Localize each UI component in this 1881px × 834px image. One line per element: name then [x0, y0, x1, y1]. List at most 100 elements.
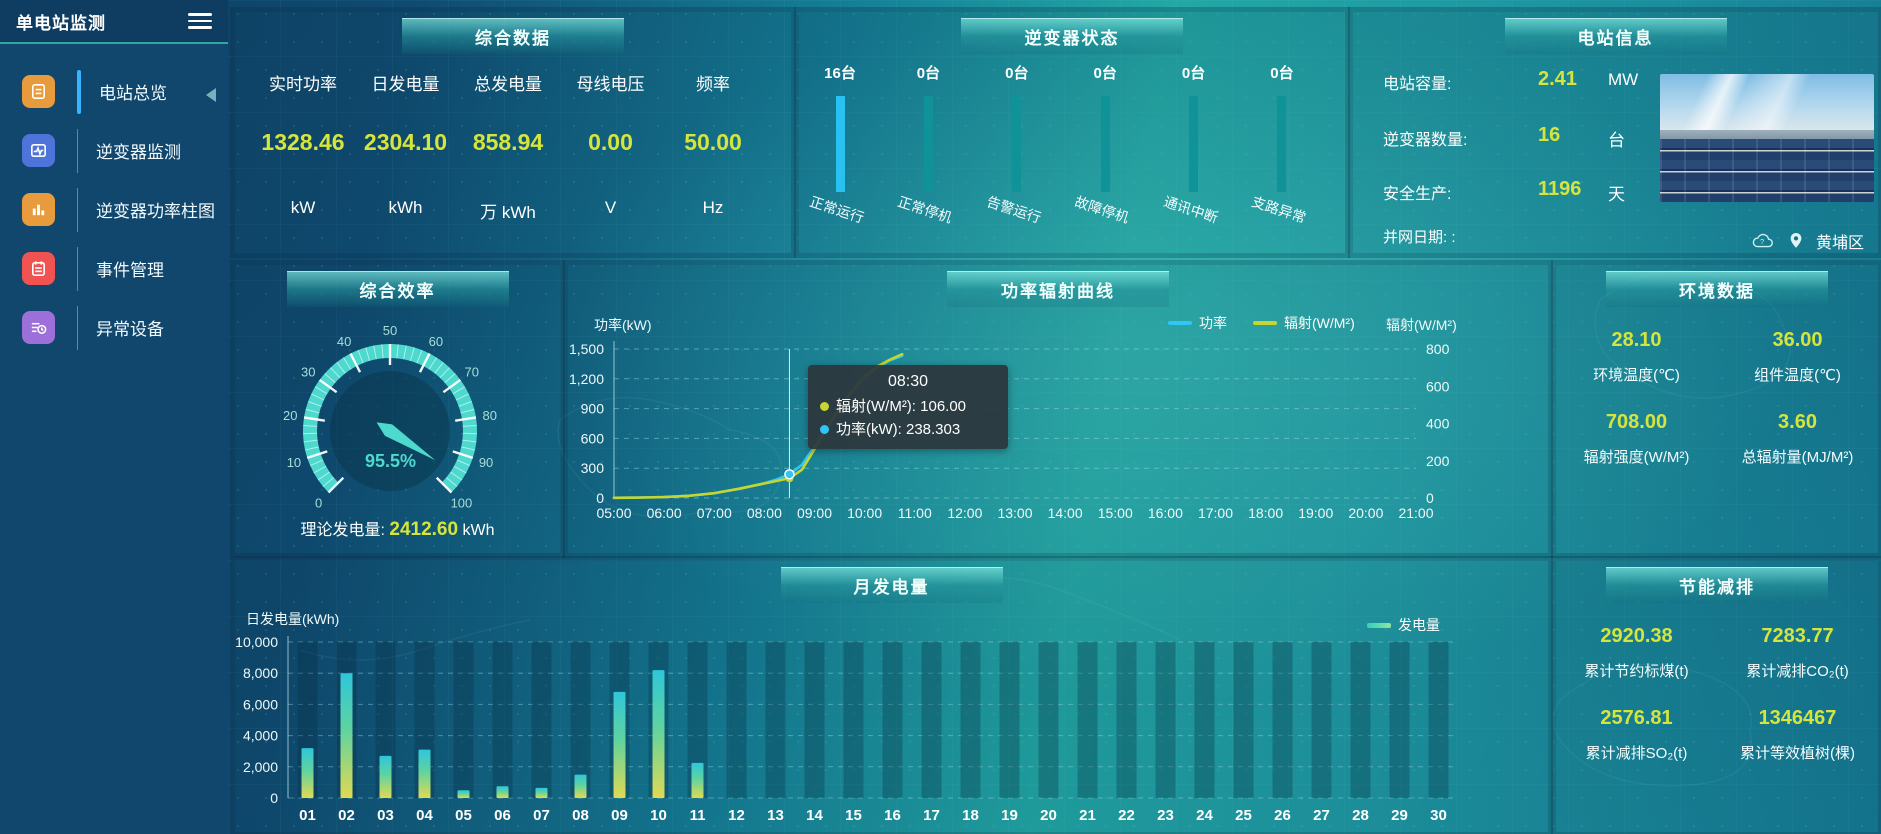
panel-title: 环境数据	[1606, 271, 1828, 307]
efficiency-gauge[interactable]: 0 10 20 30 40 50 60 70 80 90 100	[235, 305, 560, 545]
theory-energy-row: 理论发电量: 2412.60 kWh	[235, 516, 560, 541]
sidebar-item-abnormal-devices[interactable]: 异常设备	[0, 298, 228, 357]
panel-title: 功率辐射曲线	[947, 271, 1169, 307]
status-normal-stop: 0台 正常停机	[893, 62, 963, 226]
svg-text:15:00: 15:00	[1098, 505, 1133, 521]
stat-value: 708.00	[1605, 411, 1668, 433]
stat-value: 2920.38	[1600, 625, 1673, 647]
svg-text:0: 0	[270, 790, 278, 806]
grid-date-label: 并网日期: :	[1383, 229, 1456, 246]
row-unit: 台	[1608, 131, 1625, 150]
svg-text:1,200: 1,200	[569, 371, 604, 387]
stat-so2-reduced: 2576.81 累计减排SO₂(t)	[1556, 707, 1717, 763]
status-bar	[1189, 96, 1199, 192]
metric-value: 2304.10	[363, 129, 448, 155]
sidebar-item-label: 异常设备	[96, 320, 164, 339]
monthly-energy-chart[interactable]: 0 2,000 4,000 6,000 8,000 10,000 01 02 03 04 05 06 0…	[235, 561, 1548, 832]
panel-title: 月发电量	[780, 567, 1003, 603]
svg-text:0: 0	[1426, 490, 1434, 506]
sidebar-item-station-overview[interactable]: 电站总览	[0, 62, 228, 121]
svg-text:10: 10	[650, 807, 667, 824]
stat-label: 组件温度(℃)	[1754, 367, 1841, 384]
legend-item-radiation[interactable]: 辐射(W/M²)	[1253, 313, 1355, 333]
sidebar-item-label: 电站总览	[99, 84, 167, 103]
power-radiation-chart[interactable]: 0 300 600 900 1,200 1,500 0 200 400 600 800 05:00 06…	[568, 265, 1548, 553]
divider	[77, 128, 78, 173]
stat-label: 辐射强度(W/M²)	[1583, 449, 1690, 466]
legend-label: 辐射(W/M²)	[1284, 315, 1355, 331]
panel-station-info: 电站信息 电站容量: 2.41 MW 逆变器数量: 16 台 安全生产: 119…	[1353, 12, 1878, 253]
tooltip-row-power: 功率(kW): 238.303	[820, 418, 996, 441]
row-label: 安全生产:	[1383, 186, 1452, 203]
metric-unit: V	[604, 198, 617, 217]
svg-text:200: 200	[1426, 453, 1450, 469]
status-count: 0台	[1005, 65, 1029, 82]
sidebar-item-event-management[interactable]: 事件管理	[0, 239, 228, 298]
metric-label: 实时功率	[269, 75, 337, 94]
inverter-status-chart[interactable]: 16台 正常运行 0台 正常停机 0台 告警运行 0台 故障停机 0台 通讯中断…	[799, 12, 1345, 226]
metric-label: 频率	[696, 75, 730, 94]
grid-date-row: 并网日期: :	[1383, 226, 1456, 247]
svg-text:6,000: 6,000	[243, 696, 278, 712]
status-label: 支路异常	[1249, 193, 1308, 226]
tooltip-text: 功率(kW): 238.303	[836, 421, 961, 438]
svg-text:20:00: 20:00	[1348, 505, 1383, 521]
stat-value: 36.00	[1772, 329, 1823, 351]
sidebar: 单电站监测 电站总览 逆变器监测 逆变器功率柱图	[0, 0, 228, 834]
device-alert-icon	[22, 311, 55, 344]
svg-text:4,000: 4,000	[243, 728, 278, 744]
svg-text:18:00: 18:00	[1248, 505, 1283, 521]
panel-title: 综合数据	[402, 18, 624, 54]
legend-item-generation[interactable]: 发电量	[1367, 615, 1440, 635]
chart-tooltip: 08:30 辐射(W/M²): 106.00 功率(kW): 238.303	[808, 365, 1008, 449]
status-label: 告警运行	[984, 193, 1043, 226]
inverter-count-row: 逆变器数量: 16 台	[1383, 124, 1625, 150]
row-value: 2.41	[1538, 68, 1577, 90]
divider	[77, 187, 78, 232]
status-bar	[1012, 96, 1022, 192]
svg-text:04: 04	[416, 807, 433, 824]
svg-text:12: 12	[728, 807, 745, 824]
svg-text:18: 18	[962, 807, 979, 824]
sidebar-header: 单电站监测	[0, 0, 228, 44]
svg-text:14:00: 14:00	[1048, 505, 1083, 521]
svg-text:16: 16	[884, 807, 901, 824]
event-icon	[22, 252, 55, 285]
stat-value: 1346467	[1758, 707, 1837, 729]
status-count: 0台	[1270, 65, 1294, 82]
svg-text:400: 400	[1426, 416, 1450, 432]
status-count: 16台	[824, 65, 856, 82]
sidebar-item-inverter-power-bars[interactable]: 逆变器功率柱图	[0, 180, 228, 239]
status-branch-abnormal: 0台 支路异常	[1247, 62, 1317, 226]
y-axis-title: 日发电量(kWh)	[246, 611, 340, 627]
panel-monthly-energy: 月发电量 日发电量(kWh) 发电量 0 2,000 4,000 6,000 8,000…	[235, 561, 1548, 832]
sidebar-collapse-arrow[interactable]	[206, 88, 216, 102]
divider	[77, 305, 78, 350]
stat-module-temp: 36.00 组件温度(℃)	[1717, 329, 1878, 385]
status-label: 正常停机	[896, 193, 955, 226]
stat-total-radiation: 3.60 总辐射量(MJ/M²)	[1717, 411, 1878, 467]
gauge-value: 95.5%	[364, 451, 417, 471]
status-count: 0台	[916, 65, 941, 82]
svg-text:27: 27	[1313, 807, 1330, 824]
stat-value: 7283.77	[1761, 625, 1834, 647]
svg-text:25: 25	[1235, 807, 1252, 824]
legend-swatch	[1253, 321, 1277, 325]
svg-text:28: 28	[1352, 807, 1369, 824]
svg-text:20: 20	[1040, 807, 1057, 824]
hamburger-menu-icon[interactable]	[188, 9, 212, 33]
status-comm-lost: 0台 通讯中断	[1159, 62, 1229, 226]
svg-text:24: 24	[1196, 807, 1213, 824]
status-label: 故障停机	[1072, 193, 1132, 226]
weather-cloud-icon[interactable]: ?	[1750, 231, 1776, 251]
stat-coal-saved: 2920.38 累计节约标煤(t)	[1556, 625, 1717, 681]
stat-label: 累计等效植树(棵)	[1740, 745, 1855, 762]
sidebar-item-inverter-monitor[interactable]: 逆变器监测	[0, 121, 228, 180]
legend-item-power[interactable]: 功率	[1168, 313, 1227, 333]
svg-text:900: 900	[581, 401, 605, 417]
row-label: 电站容量:	[1383, 76, 1452, 93]
status-bar	[835, 96, 845, 192]
svg-text:800: 800	[1426, 341, 1450, 357]
location-label: 黄埔区	[1815, 235, 1864, 252]
divider	[77, 246, 78, 291]
